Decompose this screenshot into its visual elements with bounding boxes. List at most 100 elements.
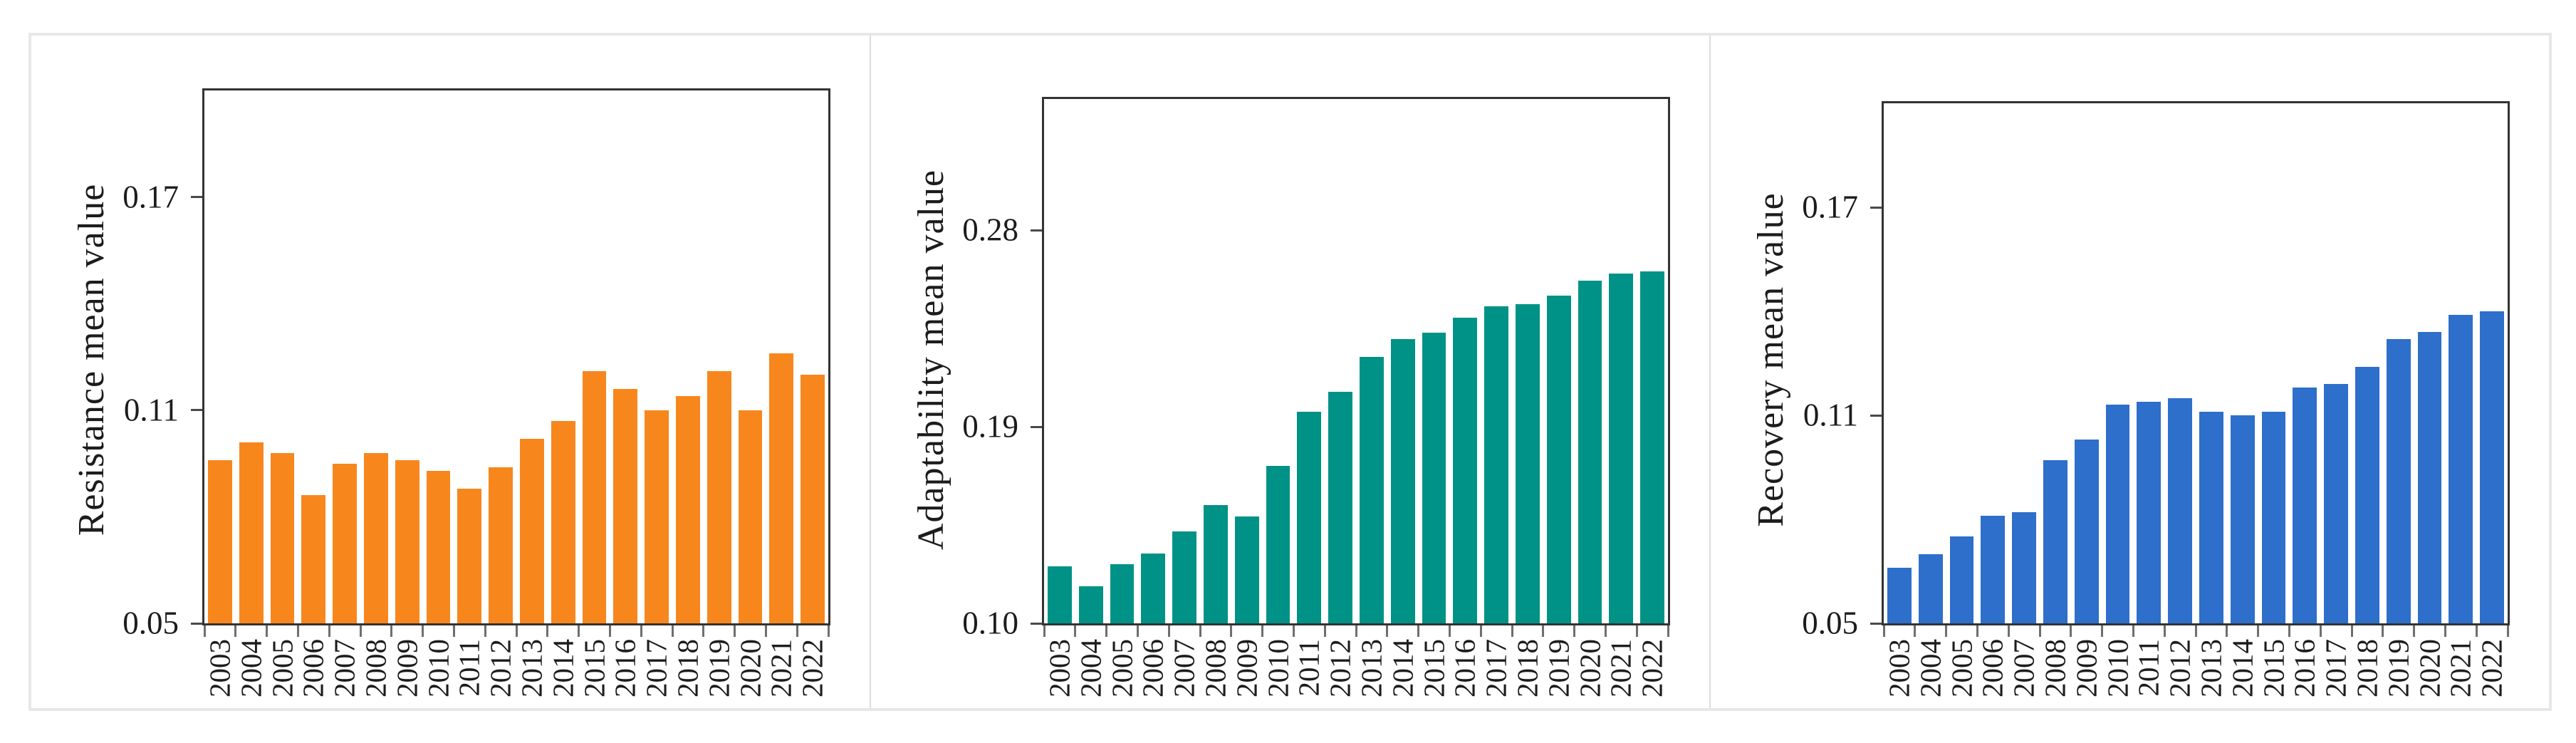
bar-2015 (582, 370, 607, 623)
x-tick-mark (702, 625, 705, 637)
x-tick-label-2011: 2011 (1292, 639, 1325, 697)
x-tick-label-2012: 2012 (2163, 639, 2196, 697)
bar-2006 (301, 495, 326, 623)
x-tick-mark (1136, 625, 1139, 637)
x-tick-label-2005: 2005 (265, 639, 298, 697)
bar-2003 (1048, 566, 1072, 623)
y-tick-label: 0.28 (962, 212, 1018, 248)
x-tick-mark (2350, 625, 2353, 637)
bar-2020 (2417, 332, 2442, 623)
bar-2018 (676, 395, 700, 623)
x-tick-label-2004: 2004 (1914, 639, 1947, 697)
bar-2014 (551, 420, 575, 623)
y-axis-title-recovery: Recovery mean value (1751, 192, 1791, 527)
x-tick-mark (1976, 625, 1978, 637)
bar-2015 (2261, 412, 2286, 623)
x-tick-mark (2413, 625, 2416, 637)
x-tick-label-2019: 2019 (1542, 639, 1575, 697)
x-tick-label-2022: 2022 (796, 639, 829, 697)
bar-2014 (1390, 339, 1415, 623)
y-tick-mark (1031, 622, 1042, 625)
x-tick-label-2004: 2004 (1074, 639, 1107, 697)
x-tick-mark (1479, 625, 1482, 637)
bar-2017 (2324, 384, 2348, 623)
bar-2020 (738, 410, 763, 623)
bar-2022 (801, 374, 825, 623)
x-tick-mark (640, 625, 642, 637)
x-tick-label-2016: 2016 (1448, 639, 1481, 697)
plot-area-recovery: 0.05 0.11 0.17 2003 2004 2005 2006 2007 2008 2009… (1802, 101, 2510, 697)
bar-2009 (1234, 516, 1259, 623)
x-tick-mark (2007, 625, 2010, 637)
x-tick-mark (1511, 625, 1513, 637)
bar-2021 (769, 353, 794, 623)
x-tick-label-2021: 2021 (2444, 639, 2477, 697)
x-tick-label-2005: 2005 (1944, 639, 1978, 697)
x-tick-mark (796, 625, 798, 637)
bar-2004 (239, 442, 264, 623)
x-tick-mark (1914, 625, 1917, 637)
x-tick-mark (671, 625, 674, 637)
bar-2013 (1360, 356, 1384, 623)
x-tick-label-2017: 2017 (1479, 639, 1513, 697)
bar-2010 (426, 470, 451, 623)
x-tick-label-2017: 2017 (640, 639, 673, 697)
x-tick-label-2012: 2012 (1323, 639, 1357, 697)
y-tick-mark (191, 196, 202, 199)
x-tick-label-2010: 2010 (1261, 639, 1294, 697)
bar-2018 (2355, 366, 2379, 623)
x-tick-mark (422, 625, 424, 637)
x-tick-mark (1386, 625, 1389, 637)
x-tick-mark (234, 625, 237, 637)
x-tick-mark (359, 625, 362, 637)
panel-recovery-chart: Recovery mean value 0.05 0.11 0.17 2003 2004… (1709, 36, 2549, 708)
y-tick-label: 0.05 (122, 605, 179, 641)
bar-2016 (1453, 317, 1478, 623)
x-tick-mark (515, 625, 518, 637)
x-tick-mark (1199, 625, 1201, 637)
x-tick-label-2008: 2008 (2038, 639, 2072, 697)
x-tick-mark (608, 625, 611, 637)
x-tick-mark (1604, 625, 1607, 637)
y-tick-label: 0.05 (1802, 605, 1858, 641)
bar-2022 (2480, 311, 2504, 623)
bar-2021 (1609, 274, 1634, 623)
x-tick-label-2009: 2009 (1230, 639, 1263, 697)
bar-2015 (1422, 333, 1446, 623)
x-tick-mark (578, 625, 580, 637)
bar-2019 (706, 370, 731, 623)
x-tick-label-2013: 2013 (1355, 639, 1388, 697)
x-tick-label-2015: 2015 (577, 639, 610, 697)
x-tick-label-2011: 2011 (2132, 639, 2165, 697)
x-tick-mark (2444, 625, 2446, 637)
bar-2010 (1266, 466, 1290, 623)
x-tick-label-2022: 2022 (2475, 639, 2508, 697)
bar-2009 (2074, 440, 2099, 623)
x-tick-label-2021: 2021 (1604, 639, 1637, 697)
x-tick-mark (2475, 625, 2478, 637)
y-tick-mark (1870, 622, 1882, 625)
x-tick-label-2011: 2011 (452, 639, 486, 697)
x-tick-label-2003: 2003 (1882, 639, 1916, 697)
x-tick-label-2014: 2014 (1386, 639, 1419, 697)
bar-2012 (2168, 398, 2192, 623)
x-tick-label-2020: 2020 (733, 639, 766, 697)
x-tick-mark (2132, 625, 2134, 637)
x-tick-mark (2226, 625, 2228, 637)
bar-2019 (1546, 296, 1571, 623)
plot-area-adaptability: 0.10 0.19 0.28 2003 2004 2005 2006 2007 2008 2009… (962, 97, 1670, 697)
x-tick-mark (266, 625, 268, 637)
bar-2013 (520, 438, 544, 623)
x-tick-mark (2257, 625, 2260, 637)
x-tick-label-2004: 2004 (234, 639, 268, 697)
x-tick-label-2012: 2012 (484, 639, 517, 697)
x-tick-label-2007: 2007 (2007, 639, 2040, 697)
bar-2007 (1172, 531, 1196, 623)
y-axis-title-adaptability: Adaptability mean value (911, 169, 951, 551)
x-tick-mark (827, 625, 830, 637)
bar-2013 (2199, 412, 2223, 623)
panel-resistance-chart: Resistance mean value 0.05 0.11 0.17 2003 20… (31, 36, 870, 708)
x-tick-label-2009: 2009 (2070, 639, 2103, 697)
x-tick-label-2020: 2020 (2412, 639, 2446, 697)
x-tick-mark (2070, 625, 2072, 637)
